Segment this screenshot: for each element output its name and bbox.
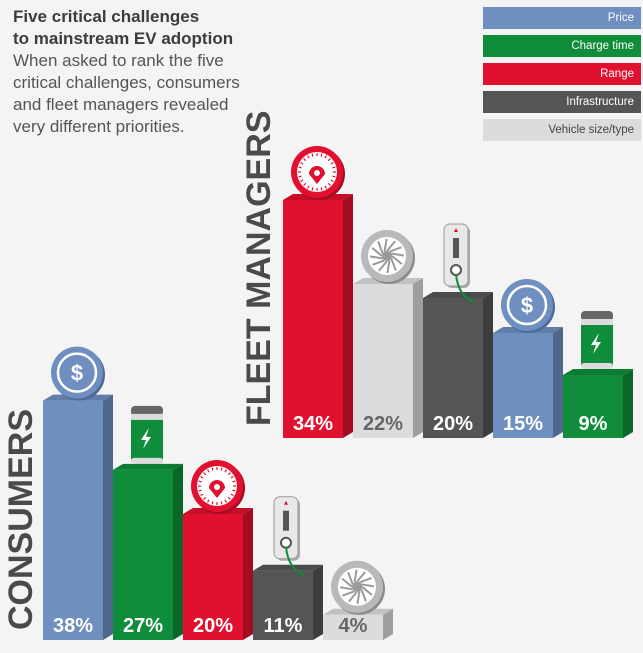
fleet-value-label-1: 22%	[363, 413, 403, 435]
legend-item-price: Price	[483, 7, 641, 29]
subtitle-line-4: very different priorities.	[13, 117, 185, 136]
consumer-bar-4: 4%	[323, 560, 393, 640]
consumer-bar-0: 38% $	[43, 346, 113, 640]
fleet-value-label-3: 15%	[503, 413, 543, 435]
consumer-battery-icon-1	[131, 405, 163, 464]
legend-item-vehicle-size: Vehicle size/type	[483, 119, 641, 141]
fleet-bar-0: 34%	[283, 146, 353, 438]
fleet-bar-3: 15% $	[493, 279, 563, 438]
fleet-value-label-4: 9%	[579, 413, 608, 435]
fleet-dollar-icon-3: $	[501, 279, 555, 333]
fleet-bar-4: 9%	[563, 311, 633, 438]
consumers-title: CONSUMERS	[2, 409, 40, 630]
consumer-value-label-0: 38%	[53, 615, 93, 637]
legend-item-infrastructure: Infrastructure	[483, 91, 641, 113]
fleet-speedometer-icon-0	[291, 146, 345, 200]
consumers-bars: 38% $27% 20% 11% 4%	[43, 346, 393, 640]
fleet-managers-bars: 34% 22% 20% 15% $9%	[283, 146, 633, 438]
fleet-value-label-0: 34%	[293, 413, 333, 435]
consumer-dollar-icon-0: $	[51, 346, 105, 401]
title-line-2: to mainstream EV adoption	[13, 29, 234, 48]
consumer-speedometer-icon-2	[191, 460, 245, 514]
subtitle-line-2: critical challenges, consumers	[13, 73, 240, 92]
fleet-wheel-icon-1	[361, 230, 415, 284]
legend-item-range: Range	[483, 63, 641, 85]
consumer-value-label-1: 27%	[123, 615, 163, 637]
legend-item-charge-time: Charge time	[483, 35, 641, 57]
consumer-bar-3: 11%	[253, 496, 323, 640]
legend: Price Charge time Range Infrastructure V…	[483, 7, 641, 147]
fleet-bar-1: 22%	[353, 230, 423, 438]
consumer-bar-2: 20%	[183, 460, 253, 640]
fleet-bar-2: 20%	[423, 223, 493, 438]
fleet-managers-title: FLEET MANAGERS	[240, 111, 278, 426]
consumer-value-label-2: 20%	[193, 615, 233, 637]
fleet-value-label-2: 20%	[433, 413, 473, 435]
header: Five critical challenges to mainstream E…	[13, 6, 313, 138]
fleet-battery-icon-4	[581, 311, 613, 369]
svg-text:$: $	[521, 293, 533, 318]
subtitle-line-1: When asked to rank the five	[13, 51, 224, 70]
consumer-charger-icon-3	[273, 496, 305, 576]
subtitle-line-3: and fleet managers revealed	[13, 95, 229, 114]
fleet-charger-icon-2	[443, 223, 475, 303]
title-line-1: Five critical challenges	[13, 7, 200, 26]
consumer-value-label-3: 11%	[264, 615, 303, 637]
consumer-value-label-4: 4%	[339, 615, 368, 637]
consumer-wheel-icon-4	[331, 560, 385, 615]
svg-text:$: $	[71, 361, 83, 386]
consumer-bar-1: 27%	[113, 405, 183, 640]
